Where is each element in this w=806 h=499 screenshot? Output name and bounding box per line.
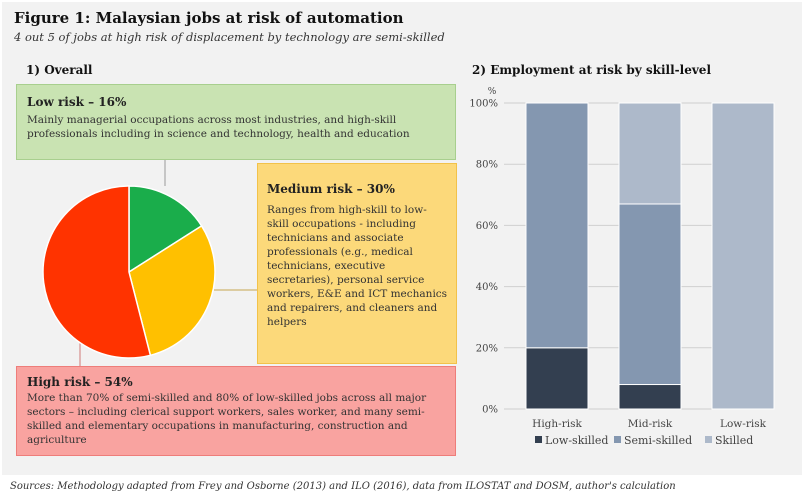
- low-risk-description: Mainly managerial occupations across mos…: [27, 114, 410, 140]
- pie-slice-low-risk: [128, 185, 203, 274]
- figure-title: Figure 1: Malaysian jobs at risk of auto…: [14, 9, 404, 27]
- y-tick-label: 60%: [476, 221, 498, 232]
- bar-segment-mid-risk-semi-skilled: [618, 203, 682, 386]
- bar-segment-high-risk-low-skilled: [525, 347, 589, 410]
- pie-slice-high-risk: [42, 185, 152, 359]
- bar-segment-high-risk-semi-skilled: [525, 102, 589, 349]
- x-category-label: Low-risk: [720, 418, 767, 430]
- legend-swatch: [614, 436, 621, 443]
- x-category-label: High-risk: [532, 418, 582, 430]
- high-risk-heading: High risk – 54%: [27, 375, 133, 389]
- bar-segment-mid-risk-skilled: [618, 102, 682, 205]
- high-risk-description: More than 70% of semi-skilled and 80% of…: [27, 392, 427, 446]
- y-tick-label: 40%: [476, 282, 498, 293]
- medium-risk-heading: Medium risk – 30%: [267, 182, 395, 196]
- y-tick-label: 0%: [482, 405, 498, 416]
- legend-label: Skilled: [715, 434, 753, 447]
- y-tick-label: 20%: [476, 343, 498, 354]
- bar-segment-low-risk-skilled: [711, 102, 775, 410]
- low-risk-callout: Low risk – 16% Mainly managerial occupat…: [16, 84, 456, 160]
- y-axis-unit-label: %: [488, 87, 497, 97]
- source-note: Sources: Methodology adapted from Frey a…: [10, 481, 676, 492]
- y-tick-label: 100%: [469, 99, 498, 110]
- pie-slice-medium-risk: [128, 224, 216, 357]
- legend-label: Semi-skilled: [624, 434, 692, 447]
- figure-subtitle: 4 out 5 of jobs at high risk of displace…: [14, 30, 445, 44]
- medium-risk-callout: Medium risk – 30% Ranges from high-skill…: [257, 163, 457, 364]
- bar-segment-mid-risk-low-skilled: [618, 384, 682, 410]
- legend-swatch: [535, 436, 542, 443]
- overall-section-title: 1) Overall: [26, 63, 93, 77]
- legend-swatch: [705, 436, 712, 443]
- legend-label: Low-skilled: [545, 434, 608, 447]
- y-tick-label: 80%: [476, 160, 498, 171]
- medium-risk-description: Ranges from high-skill to low-skill occu…: [267, 204, 448, 328]
- high-risk-callout: High risk – 54% More than 70% of semi-sk…: [16, 366, 456, 456]
- skill-section-title: 2) Employment at risk by skill-level: [472, 63, 712, 77]
- x-category-label: Mid-risk: [628, 418, 673, 430]
- low-risk-heading: Low risk – 16%: [27, 95, 127, 109]
